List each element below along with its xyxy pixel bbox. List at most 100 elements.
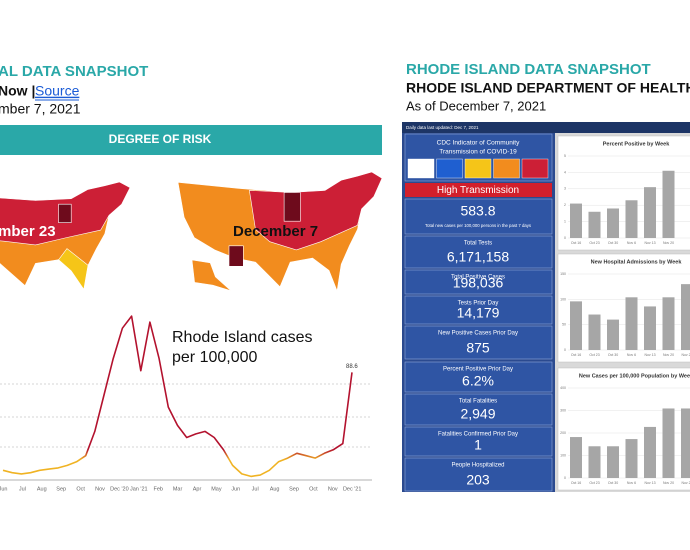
x-tick-label: Oct 30 <box>608 353 618 357</box>
stat-label: Total Positive Cases <box>451 275 505 281</box>
chart-title: per 100,000 <box>172 349 258 366</box>
level-swatch <box>407 158 435 179</box>
x-tick-label: Oct 30 <box>608 481 618 485</box>
stat-value: 14,179 <box>457 305 500 321</box>
x-tick-label: Nov 13 <box>644 481 655 485</box>
bar <box>607 208 619 238</box>
bar <box>644 306 656 350</box>
bar <box>607 319 619 350</box>
y-tick-label: 100 <box>560 453 566 457</box>
bar <box>625 297 638 350</box>
stat-value: 6,171,158 <box>447 249 509 265</box>
x-tick-label: Nov 6 <box>627 241 636 245</box>
x-tick-label: Nov 6 <box>627 353 636 357</box>
x-tick-label: May <box>211 486 222 492</box>
x-tick-label: Oct 16 <box>571 353 581 357</box>
map-very-high-region <box>58 203 72 223</box>
stat-value: 2,949 <box>460 406 495 422</box>
x-tick-label: Oct 30 <box>608 241 618 245</box>
x-tick-label: Oct <box>309 486 318 492</box>
stat-label: Percent Positive Prior Day <box>443 367 513 373</box>
level-swatch <box>464 158 492 179</box>
x-tick-label: Jul <box>19 486 26 492</box>
map-very-high-region <box>283 192 301 222</box>
stat-box <box>404 426 553 457</box>
bar <box>607 446 619 478</box>
map-alaska <box>191 259 232 292</box>
chart-title: Percent Positive by Week <box>603 141 670 147</box>
bar <box>588 446 601 478</box>
bar <box>662 297 675 350</box>
source-link[interactable]: Source <box>35 83 80 99</box>
level-swatch <box>521 158 549 179</box>
x-tick-label: Aug <box>37 486 47 492</box>
stat-value: 203 <box>466 472 490 488</box>
x-tick-label: Nov 27 <box>681 353 690 357</box>
bar <box>588 314 601 350</box>
map-very-high-region <box>228 245 244 267</box>
x-tick-label: Nov 6 <box>627 481 636 485</box>
ri-as-of: As of December 7, 2021 <box>406 98 546 113</box>
y-tick-label: 0 <box>564 236 566 240</box>
x-tick-label: Jul <box>252 486 259 492</box>
x-tick-label: Feb <box>153 486 162 492</box>
x-tick-label: Nov 13 <box>644 353 655 357</box>
y-tick-label: 5 <box>564 154 566 158</box>
y-tick-label: 1 <box>564 220 566 224</box>
bar <box>644 426 656 478</box>
ri-department: RHODE ISLAND DEPARTMENT OF HEALTH <box>406 80 690 96</box>
transmission-bar <box>405 183 552 197</box>
stat-label: Tests Prior Day <box>458 301 499 307</box>
x-tick-label: Nov 13 <box>644 241 655 245</box>
x-tick-label: Oct 23 <box>589 481 599 485</box>
bar <box>681 284 690 350</box>
stat-box <box>404 393 553 426</box>
x-tick-label: Oct 16 <box>571 481 581 485</box>
x-tick-label: Nov 20 <box>663 353 674 357</box>
cdc-heading: Transmission of COVID-19 <box>439 149 517 156</box>
stat-box <box>404 269 553 295</box>
map-high-region <box>249 171 383 251</box>
x-tick-label: Oct 23 <box>589 241 599 245</box>
x-tick-label: Aug <box>270 486 280 492</box>
x-tick-label: Nov 27 <box>681 481 690 485</box>
chart-title: Rhode Island cases <box>172 329 313 346</box>
stat-value: 1 <box>474 437 482 453</box>
bar <box>662 408 675 478</box>
y-tick-label: 2 <box>564 203 566 207</box>
stat-value: 6.2% <box>462 373 494 389</box>
national-title: AL DATA SNAPSHOT <box>0 63 148 80</box>
x-tick-label: Oct 23 <box>589 353 599 357</box>
level-swatch <box>493 158 520 179</box>
transmission-level: High Transmission <box>437 185 519 196</box>
bar <box>681 408 690 478</box>
x-tick-label: Mar <box>173 486 183 492</box>
x-tick-label: Oct <box>76 486 85 492</box>
x-tick-label: Oct 16 <box>571 241 581 245</box>
rate-caption: Total new cases per 100,000 persons in t… <box>425 223 531 228</box>
stat-label: Fatalities Confirmed Prior Day <box>438 432 518 438</box>
bar <box>570 301 582 350</box>
y-tick-label: 0 <box>564 348 566 352</box>
ri-title: RHODE ISLAND DATA SNAPSHOT <box>406 61 651 78</box>
stat-box <box>404 457 553 492</box>
x-tick-label: Apr <box>193 486 202 492</box>
chart-title: New Cases per 100,000 Population by Week <box>579 373 690 379</box>
map-low-region <box>58 248 89 291</box>
national-date: mber 7, 2021 <box>0 101 81 117</box>
national-subtitle: Now | <box>0 83 39 99</box>
x-tick-label: Dec '20 <box>110 486 128 492</box>
stat-value: 198,036 <box>453 275 504 291</box>
stat-box <box>404 361 553 393</box>
x-tick-label: Nov 20 <box>663 241 674 245</box>
x-tick-label: Jun <box>0 486 7 492</box>
end-label: 88.6 <box>346 364 358 370</box>
stat-label: Total Tests <box>464 241 492 247</box>
chart-title: New Hospital Admissions by Week <box>591 259 683 265</box>
bar <box>625 439 638 478</box>
updated-note: Daily data last updated: Dec 7, 2021 <box>406 125 479 130</box>
x-tick-label: Nov 20 <box>663 481 674 485</box>
map-label: December 7 <box>233 223 318 240</box>
y-tick-label: 4 <box>564 170 566 174</box>
